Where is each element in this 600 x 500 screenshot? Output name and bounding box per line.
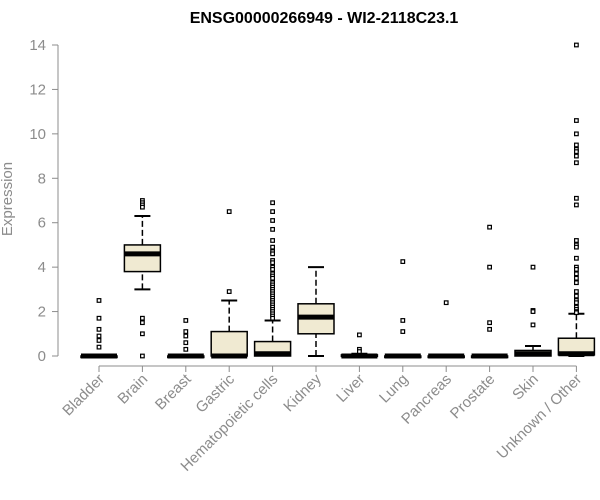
- outlier-point: [573, 42, 579, 48]
- outlier-point: [270, 209, 275, 215]
- outlier-point: [487, 264, 492, 270]
- outlier-point: [573, 153, 579, 159]
- outlier-point: [573, 300, 579, 306]
- outlier-point: [400, 259, 406, 264]
- outlier-point: [226, 289, 232, 294]
- outlier-point: [140, 320, 145, 326]
- outlier-point: [573, 255, 579, 261]
- box-kidney: [297, 266, 335, 357]
- y-tick-label: 12: [29, 81, 46, 98]
- outlier-point: [400, 318, 406, 323]
- x-tick-label: Skin: [509, 371, 542, 404]
- x-tick-label: Breast: [152, 370, 195, 413]
- box-skin: [514, 264, 552, 357]
- outlier-point: [443, 300, 449, 306]
- outlier-point: [573, 202, 579, 208]
- outlier-point: [530, 309, 536, 314]
- outlier-point: [573, 310, 579, 316]
- outlier-point: [357, 332, 362, 338]
- outlier-point: [270, 275, 275, 281]
- outlier-point: [530, 322, 536, 328]
- x-tick-label: Liver: [333, 371, 368, 406]
- outlier-point: [96, 338, 102, 343]
- outlier-point: [270, 251, 275, 257]
- outlier-point: [573, 271, 579, 277]
- y-tick-label: 4: [38, 259, 46, 276]
- outlier-point: [573, 244, 579, 250]
- outlier-point: [573, 275, 579, 281]
- outlier-point: [573, 280, 579, 286]
- box-breast: [167, 318, 205, 359]
- outlier-point: [573, 266, 579, 272]
- outlier-point: [96, 315, 102, 321]
- y-tick-label: 10: [29, 126, 46, 143]
- y-axis: 0 2 4 6 8 10 12 14: [29, 37, 59, 365]
- x-tick-label: Kidney: [280, 370, 325, 415]
- outlier-point: [400, 329, 406, 334]
- outlier-point: [530, 264, 536, 270]
- outlier-point: [270, 200, 275, 206]
- box-liver: [340, 332, 379, 359]
- outlier-point: [96, 333, 102, 339]
- outlier-point: [96, 326, 102, 332]
- outlier-point: [487, 326, 492, 332]
- box-pancreas: [427, 300, 465, 359]
- outlier-point: [140, 353, 145, 359]
- outlier-point: [96, 298, 102, 303]
- box: [123, 244, 162, 273]
- outlier-point: [573, 289, 579, 294]
- outlier-point: [226, 209, 232, 215]
- outlier-point: [183, 329, 189, 334]
- outlier-point: [183, 333, 189, 339]
- box-series: [80, 42, 596, 359]
- y-tick-label: 14: [29, 37, 46, 54]
- outlier-point: [270, 260, 275, 266]
- y-tick-label: 2: [38, 304, 46, 321]
- outlier-point: [270, 238, 275, 243]
- outlier-point: [573, 149, 579, 155]
- y-axis-label: Expression: [0, 162, 16, 236]
- box-hematopoietic-cells: [253, 200, 292, 357]
- outlier-point: [487, 224, 492, 230]
- outlier-point: [183, 346, 189, 352]
- outlier-point: [96, 344, 102, 350]
- outlier-point: [487, 320, 492, 326]
- y-tick-label: 0: [38, 348, 46, 365]
- outlier-point: [270, 315, 275, 321]
- outlier-point: [573, 238, 579, 243]
- outlier-point: [140, 331, 145, 337]
- box-gastric: [210, 209, 248, 359]
- outlier-point: [140, 204, 145, 210]
- outlier-point: [357, 349, 362, 354]
- x-tick-label: Brain: [114, 371, 151, 408]
- box-bladder: [80, 298, 118, 359]
- box: [210, 330, 248, 357]
- outlier-point: [573, 160, 579, 166]
- y-tick-label: 8: [38, 170, 46, 187]
- chart-title: ENSG00000266949 - WI2-2118C23.1: [190, 10, 459, 27]
- outlier-point: [140, 315, 145, 321]
- outlier-point: [573, 195, 579, 201]
- outlier-point: [183, 340, 189, 346]
- x-tick-label: Lung: [376, 371, 412, 407]
- outlier-point: [270, 244, 275, 250]
- x-tick-label: Bladder: [59, 371, 108, 420]
- box-unknown-other: [557, 42, 596, 357]
- outlier-point: [270, 266, 275, 272]
- y-tick-label: 6: [38, 215, 46, 232]
- outlier-point: [270, 218, 275, 223]
- outlier-point: [573, 293, 579, 299]
- box-brain: [123, 198, 162, 359]
- outlier-point: [573, 118, 579, 123]
- outlier-point: [573, 131, 579, 137]
- box-prostate: [470, 224, 509, 359]
- outlier-point: [573, 142, 579, 148]
- outlier-point: [183, 318, 189, 323]
- box-lung: [384, 259, 422, 359]
- outlier-point: [270, 226, 275, 232]
- x-tick-label: Prostate: [447, 371, 499, 423]
